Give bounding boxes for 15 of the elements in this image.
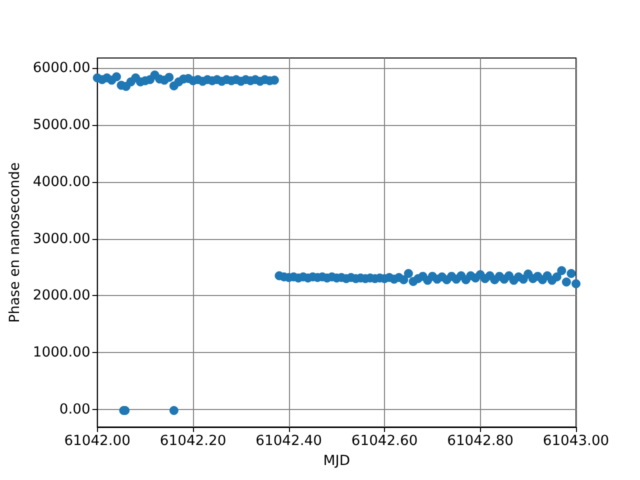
x-tick-label: 61042.60 — [351, 433, 418, 449]
x-axis-title: MJD — [323, 453, 350, 469]
y-tick-label: 3000.00 — [32, 230, 90, 247]
y-tick-label: 1000.00 — [32, 344, 90, 361]
y-tick-label: 0.00 — [59, 401, 90, 418]
y-tick-label: 5000.00 — [32, 117, 90, 134]
y-tick-label: 6000.00 — [32, 60, 90, 76]
y-tick-label: 2000.00 — [32, 288, 90, 304]
x-tick-label: 61042.40 — [256, 433, 322, 449]
x-tick-label: 61042.80 — [447, 433, 514, 449]
y-tick-label: 4000.00 — [32, 174, 90, 190]
x-tick-label: 61043.00 — [542, 433, 610, 449]
x-tick-label: 61042.20 — [160, 433, 226, 449]
y-axis-title: Phase en nanoseconde — [7, 162, 23, 323]
x-tick-label: 61042.00 — [64, 433, 130, 449]
